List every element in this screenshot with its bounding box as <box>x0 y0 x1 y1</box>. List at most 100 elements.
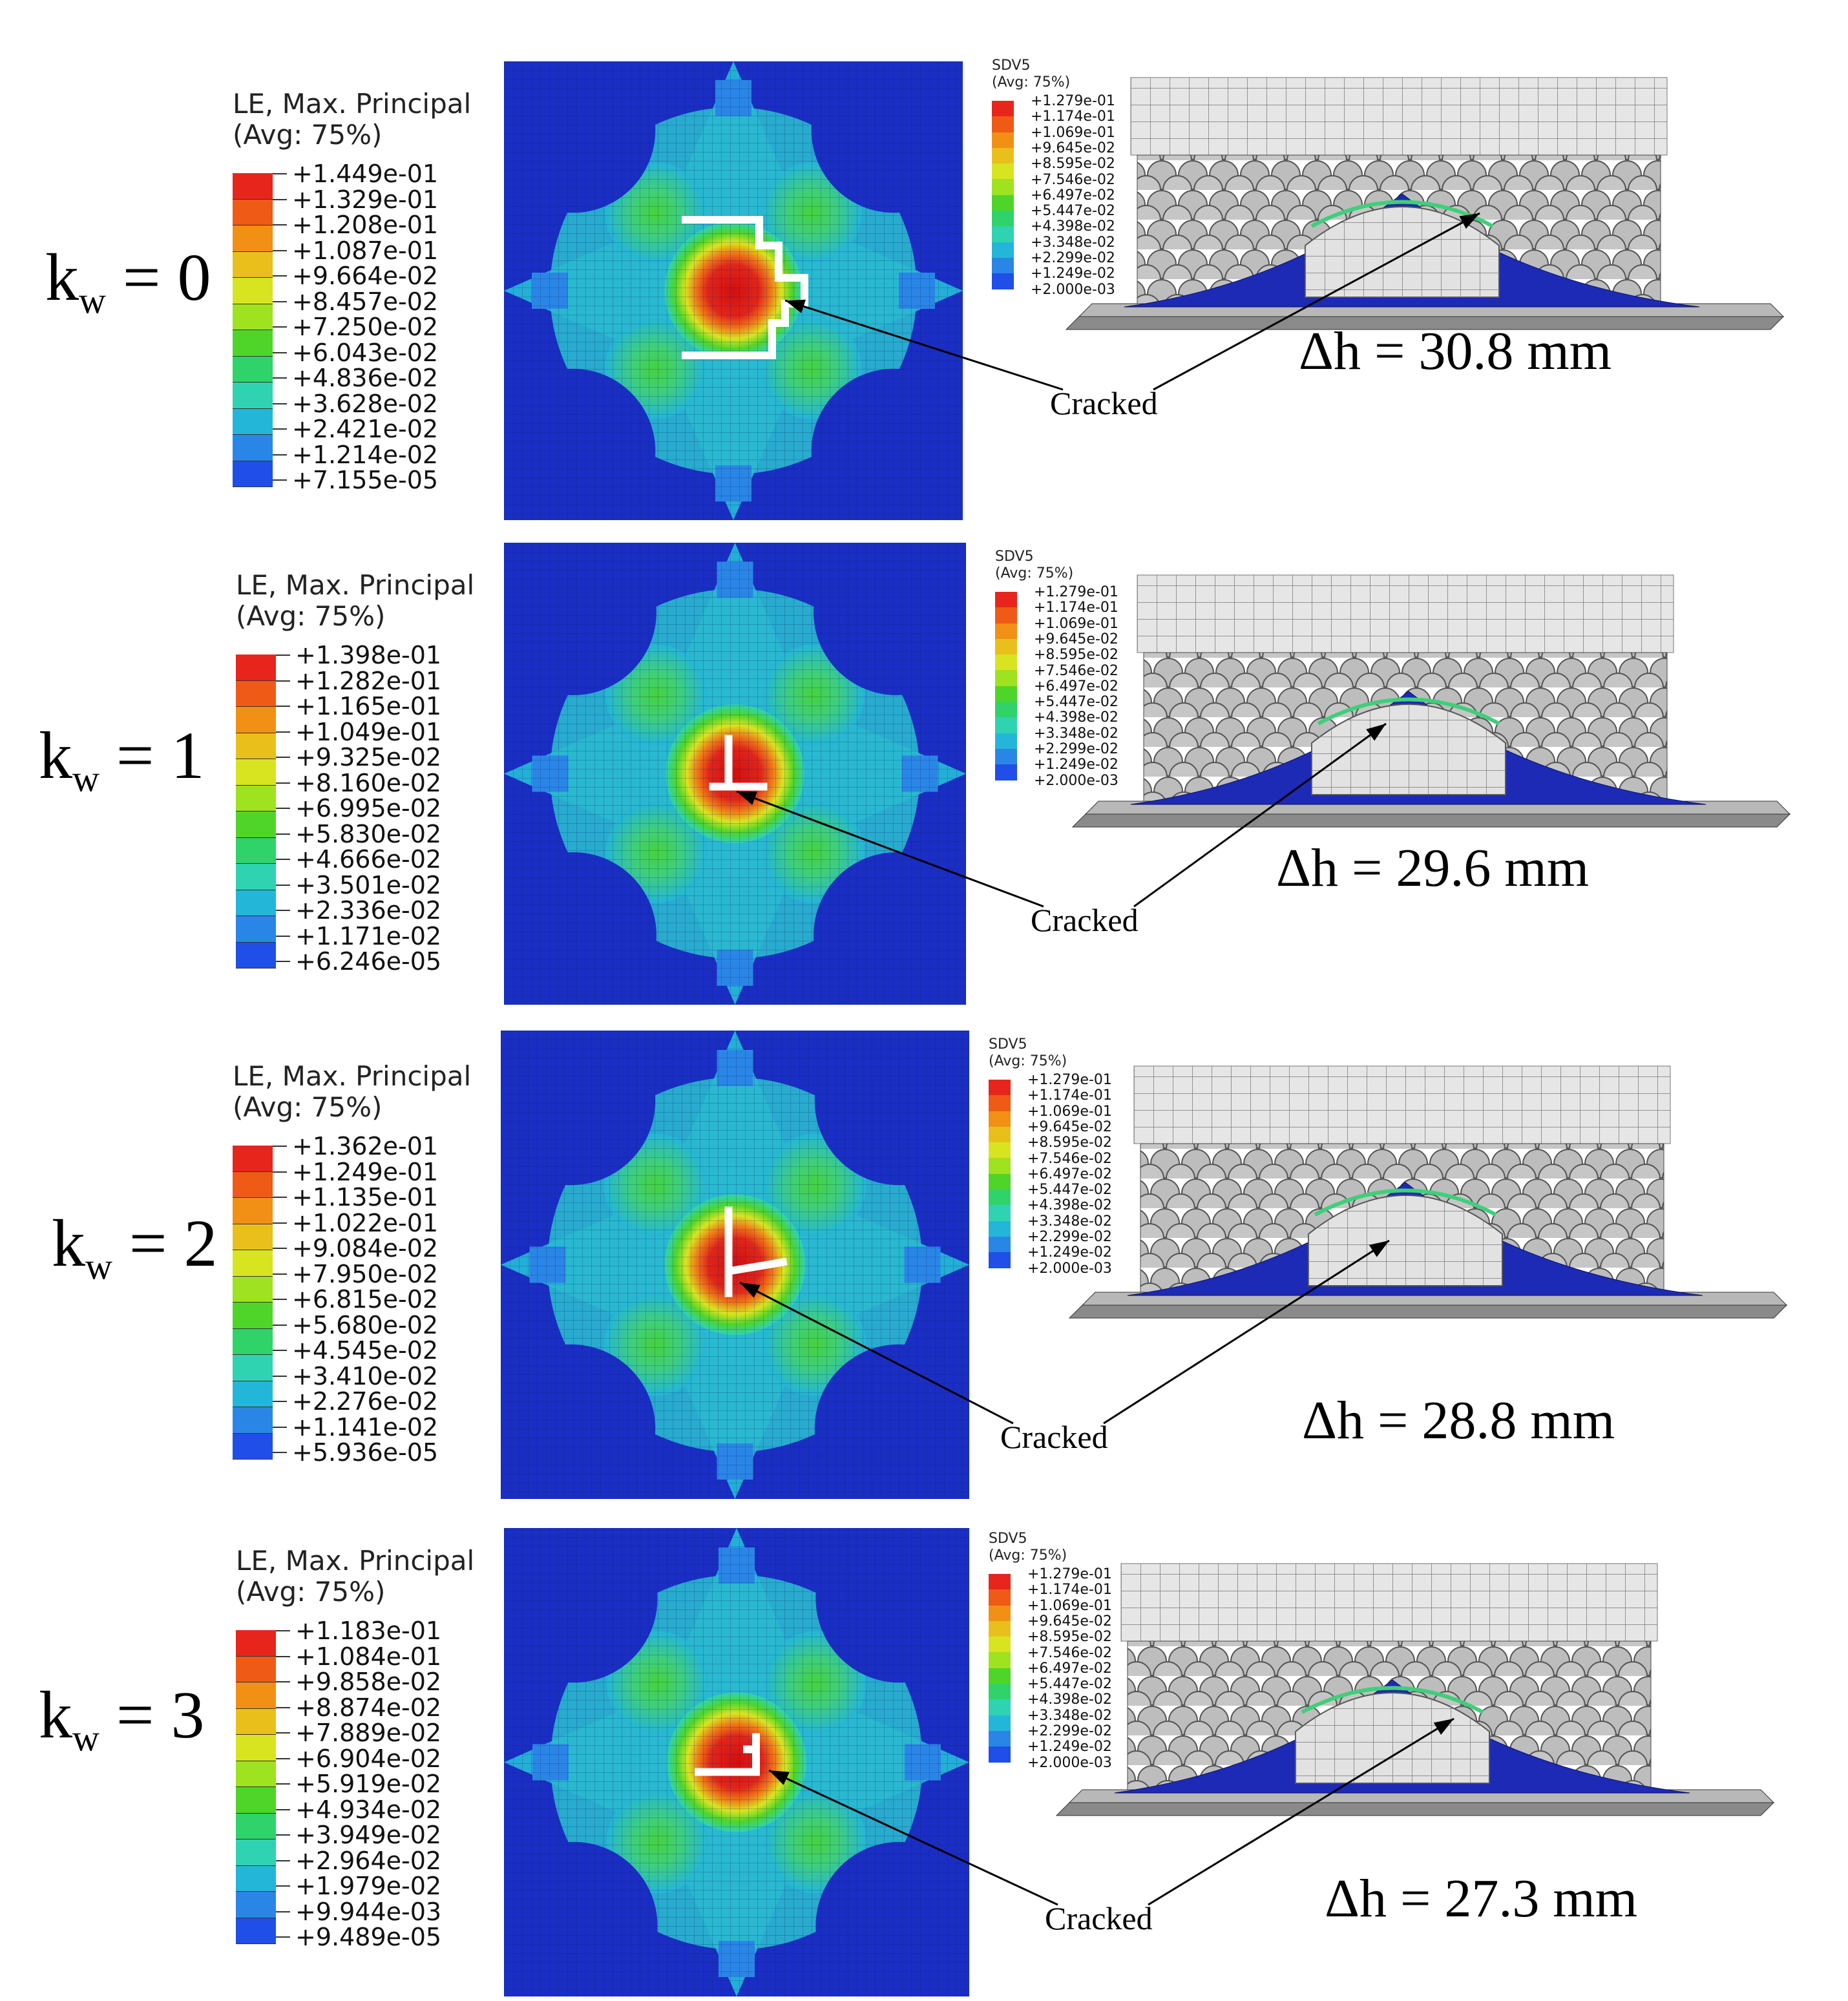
legend-value: +1.979e-02 <box>295 1872 442 1900</box>
legend-tick <box>276 1630 290 1631</box>
sdv-value: +4.398e-02 <box>1031 218 1115 235</box>
sdv-value: +1.174e-01 <box>1027 1582 1112 1598</box>
legend-swatch <box>233 408 273 435</box>
sdv-legend-title: SDV5 <box>989 1036 1027 1053</box>
legend-value: +1.398e-01 <box>295 641 442 669</box>
legend-tick <box>273 454 287 456</box>
sdv-value: +4.398e-02 <box>1027 1692 1112 1708</box>
sdv-value: +6.497e-02 <box>1027 1166 1112 1182</box>
sdv-value: +2.000e-03 <box>1027 1754 1112 1771</box>
sdv-legend-subtitle: (Avg: 75%) <box>989 1053 1067 1069</box>
sdv-value: +2.299e-02 <box>1027 1229 1112 1245</box>
arrow-head <box>737 791 757 805</box>
legend-swatch <box>233 435 273 461</box>
kw-symbol: k <box>52 1206 85 1281</box>
legend-tick <box>276 1885 290 1887</box>
strain-contour-plot <box>501 1031 969 1499</box>
legend-tick <box>276 655 290 656</box>
legend-tick <box>273 1197 287 1198</box>
legend-swatch <box>236 1656 276 1682</box>
legend-title: LE, Max. Principal <box>236 569 475 601</box>
legend-value: +3.628e-02 <box>292 389 439 418</box>
sdv-legend-title: SDV5 <box>989 1531 1027 1547</box>
sdv-value: +7.546e-02 <box>1034 662 1118 679</box>
legend-tick <box>276 961 290 962</box>
container-wall-mesh <box>1131 78 1667 155</box>
sdv-legend-subtitle: (Avg: 75%) <box>989 1547 1067 1564</box>
legend-subtitle: (Avg: 75%) <box>236 1576 386 1608</box>
arrow-head <box>785 299 806 313</box>
legend-value: +5.830e-02 <box>295 819 442 848</box>
kw-label: kw = 2 <box>52 1205 218 1288</box>
legend-tick <box>276 1936 290 1938</box>
sdv-swatch <box>989 1189 1011 1206</box>
legend-value: +6.246e-05 <box>295 947 442 976</box>
legend-value: +1.087e-01 <box>292 236 439 265</box>
kw-subscript: w <box>72 1717 100 1759</box>
sdv-value: +5.447e-02 <box>1027 1676 1112 1693</box>
legend-swatch <box>233 1381 273 1407</box>
sdv-value: +6.497e-02 <box>1031 187 1115 204</box>
sdv-value: +6.497e-02 <box>1034 678 1118 695</box>
legend-swatch <box>233 1433 273 1460</box>
legend-value: +9.664e-02 <box>292 262 439 290</box>
sdv-swatch <box>992 226 1014 242</box>
kw-label: kw = 3 <box>39 1677 205 1759</box>
legend-subtitle: (Avg: 75%) <box>236 600 386 632</box>
legend-value: +6.043e-02 <box>292 338 439 367</box>
sdv-swatch <box>995 748 1017 765</box>
sdv-swatch <box>995 670 1017 686</box>
legend-tick <box>276 680 290 682</box>
sdv-swatch <box>989 1637 1011 1653</box>
sdv-value: +1.069e-01 <box>1027 1597 1112 1614</box>
legend-value: +1.329e-01 <box>292 185 439 214</box>
arrow-to-model <box>1133 722 1387 908</box>
legend-value: +6.904e-02 <box>295 1744 442 1773</box>
sdv-value: +1.279e-01 <box>1031 93 1115 109</box>
impactor-mesh <box>1308 1195 1502 1286</box>
sdv-swatch <box>992 257 1014 274</box>
legend-swatch <box>236 1630 276 1657</box>
sdv-swatch <box>995 592 1017 608</box>
fe-mesh <box>504 1528 969 1996</box>
sdv-strip <box>1317 697 1500 726</box>
legend-value: +7.889e-02 <box>295 1719 442 1747</box>
legend-swatch <box>236 1761 276 1787</box>
legend-swatch <box>236 942 276 969</box>
legend-tick <box>273 351 287 353</box>
legend-value: +1.362e-01 <box>292 1132 439 1160</box>
sdv-swatch <box>989 1095 1011 1111</box>
legend-tick <box>273 1222 287 1224</box>
sdv-value: +1.249e-02 <box>1027 1739 1112 1755</box>
legend-tick <box>276 1655 290 1657</box>
legend-swatch <box>236 837 276 864</box>
sdv-value: +8.595e-02 <box>1034 647 1118 664</box>
legend-value: +9.858e-02 <box>295 1668 442 1696</box>
sdv-swatch <box>989 1205 1011 1221</box>
sdv-value: +9.645e-02 <box>1027 1613 1112 1629</box>
sdv-color-bar <box>995 592 1017 780</box>
legend-value: +4.666e-02 <box>295 845 442 874</box>
legend-tick <box>273 428 287 430</box>
sdv-swatch <box>989 1620 1011 1637</box>
sdv-swatch <box>989 1221 1011 1237</box>
drop-test-model <box>1068 1065 1788 1319</box>
sdv-value: +2.000e-03 <box>1027 1260 1112 1277</box>
legend-swatch <box>236 707 276 733</box>
sdv-value: +3.348e-02 <box>1027 1213 1112 1230</box>
kw-label: kw = 1 <box>39 717 205 800</box>
legend-tick <box>276 808 290 809</box>
sdv-swatch <box>989 1158 1011 1174</box>
sdv-swatch <box>992 101 1014 117</box>
legend-tick <box>276 1911 290 1912</box>
sdv-value: +2.000e-03 <box>1034 772 1118 789</box>
displacement-label: Δh = 30.8 mm <box>1299 321 1612 381</box>
sdv-value: +2.299e-02 <box>1031 250 1115 266</box>
impactor-mesh <box>1312 704 1506 795</box>
legend-value: +7.155e-05 <box>292 466 439 494</box>
legend-swatch <box>233 1250 273 1277</box>
arrow-to-contour <box>768 1769 1058 1906</box>
sdv-swatch <box>989 1173 1011 1190</box>
sdv-swatch <box>989 1236 1011 1253</box>
displacement-label: Δh = 28.8 mm <box>1302 1390 1615 1451</box>
